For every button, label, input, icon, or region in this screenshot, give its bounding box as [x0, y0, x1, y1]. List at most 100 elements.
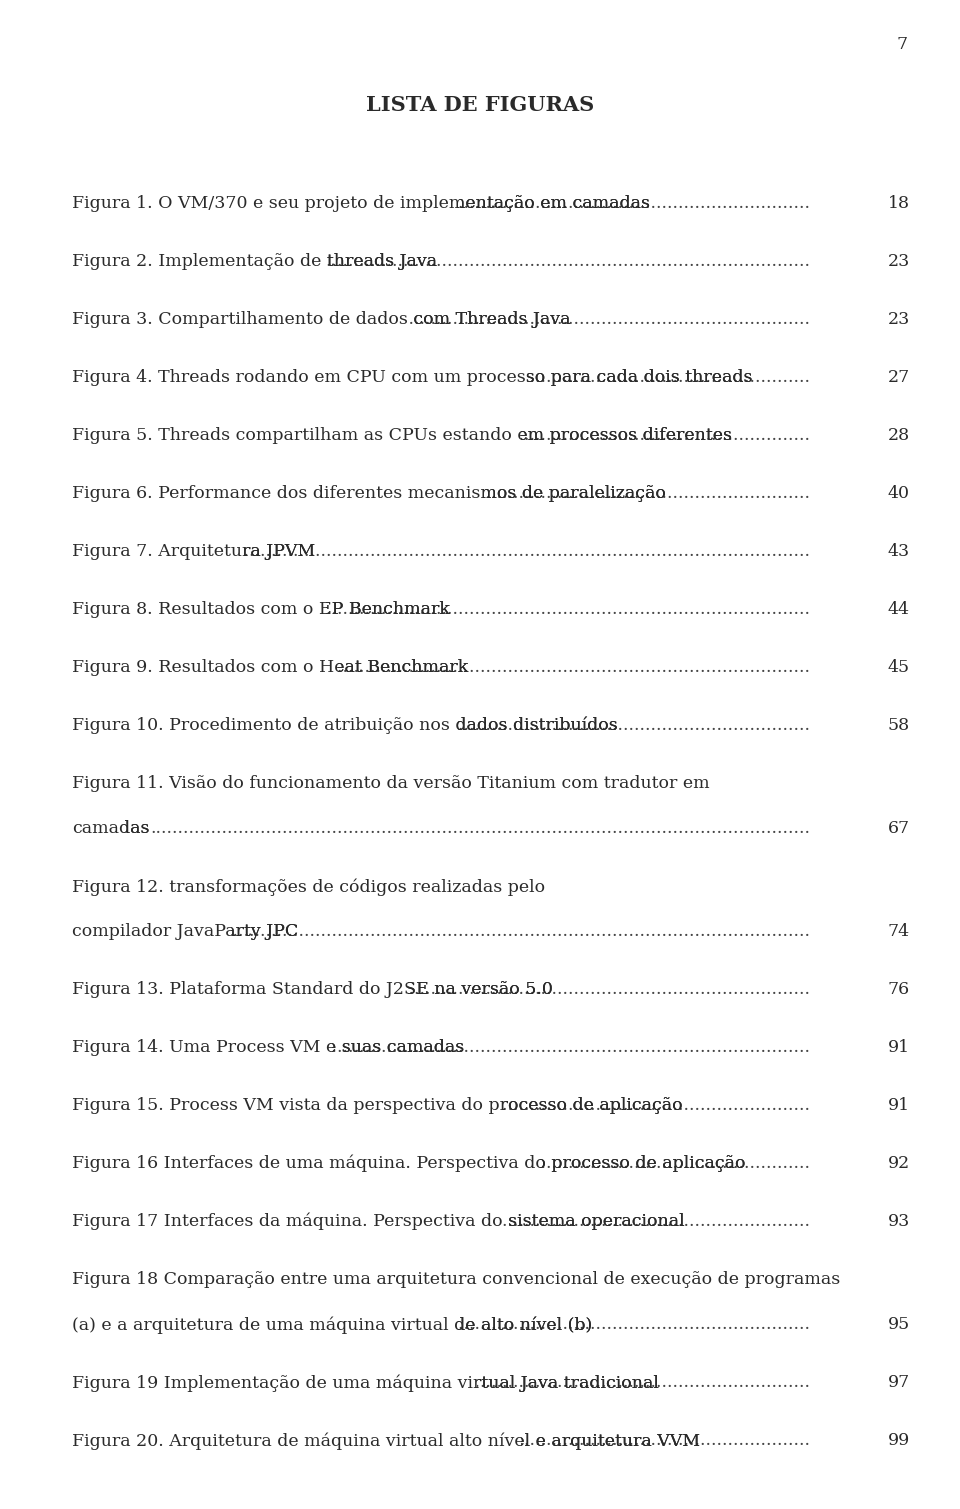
- Bar: [890, 1314, 942, 1337]
- Text: camadas: camadas: [72, 819, 150, 837]
- Bar: [890, 599, 942, 622]
- Bar: [890, 1037, 942, 1059]
- Text: 76: 76: [888, 981, 910, 997]
- Text: ................................................................................: ........................................…: [150, 543, 810, 560]
- Bar: [72, 483, 483, 506]
- Text: Figura 7. Arquitetura JPVM: Figura 7. Arquitetura JPVM: [72, 543, 315, 560]
- Text: ................................................................................: ........................................…: [150, 370, 810, 386]
- Bar: [72, 1212, 502, 1233]
- Bar: [72, 1372, 477, 1394]
- Text: Figura 8. Resultados com o EP Benchmark: Figura 8. Resultados com o EP Benchmark: [72, 601, 450, 619]
- Text: Figura 11. Visão do funcionamento da versão Titanium com tradutor em: Figura 11. Visão do funcionamento da ver…: [72, 776, 709, 792]
- Text: Figura 8. Resultados com o EP Benchmark: Figura 8. Resultados com o EP Benchmark: [72, 601, 450, 619]
- Text: 7: 7: [897, 36, 908, 53]
- Bar: [72, 1314, 458, 1337]
- Text: 27: 27: [888, 370, 910, 386]
- Bar: [890, 1096, 942, 1118]
- Text: ................................................................................: ........................................…: [150, 1316, 810, 1332]
- Text: ................................................................................: ........................................…: [150, 924, 810, 940]
- Text: Figura 14. Uma Process VM e suas camadas: Figura 14. Uma Process VM e suas camadas: [72, 1040, 465, 1056]
- Text: ................................................................................: ........................................…: [150, 1432, 810, 1449]
- Text: Figura 17 Interfaces da máquina. Perspectiva do sistema operacional: Figura 17 Interfaces da máquina. Perspec…: [72, 1213, 684, 1230]
- Text: Figura 18 Comparação entre uma arquitetura convencional de execução de programas: Figura 18 Comparação entre uma arquitetu…: [72, 1271, 840, 1289]
- Text: Figura 6. Performance dos diferentes mecanismos de paralelização: Figura 6. Performance dos diferentes mec…: [72, 484, 666, 502]
- Text: Figura 1. O VM/370 e seu projeto de implementação em camadas: Figura 1. O VM/370 e seu projeto de impl…: [72, 195, 650, 211]
- Text: Figura 12. transformações de códigos realizadas pelo: Figura 12. transformações de códigos rea…: [72, 878, 545, 895]
- Bar: [72, 1153, 540, 1176]
- Text: ................................................................................: ........................................…: [150, 1097, 810, 1114]
- Text: Figura 2. Implementação de threads Java: Figura 2. Implementação de threads Java: [72, 254, 437, 270]
- Bar: [72, 250, 325, 273]
- Bar: [72, 426, 521, 448]
- Text: ................................................................................: ........................................…: [150, 484, 810, 502]
- Text: 28: 28: [888, 427, 910, 444]
- Bar: [890, 193, 942, 216]
- Text: 92: 92: [888, 1154, 910, 1172]
- Bar: [890, 979, 942, 1002]
- Bar: [72, 599, 325, 622]
- Bar: [890, 1372, 942, 1394]
- Text: 18: 18: [888, 195, 910, 211]
- Text: ................................................................................: ........................................…: [150, 601, 810, 619]
- Text: 67: 67: [888, 819, 910, 837]
- Text: 58: 58: [888, 717, 910, 733]
- Text: ................................................................................: ........................................…: [150, 1375, 810, 1391]
- Text: Figura 20. Arquitetura de máquina virtual alto nível e arquitetura VVM: Figura 20. Arquitetura de máquina virtua…: [72, 1432, 700, 1450]
- Text: Figura 6. Performance dos diferentes mecanismos de paralelização: Figura 6. Performance dos diferentes mec…: [72, 484, 666, 502]
- Text: Figura 15. Process VM vista da perspectiva do processo de aplicação: Figura 15. Process VM vista da perspecti…: [72, 1097, 683, 1114]
- Text: (a) e a arquitetura de uma máquina virtual de alto nível (b): (a) e a arquitetura de uma máquina virtu…: [72, 1316, 592, 1334]
- Bar: [890, 367, 942, 389]
- Text: Figura 16 Interfaces de uma máquina. Perspectiva do processo de aplicação: Figura 16 Interfaces de uma máquina. Per…: [72, 1154, 746, 1172]
- Text: 23: 23: [888, 311, 910, 327]
- Bar: [72, 1037, 332, 1059]
- Text: Figura 15. Process VM vista da perspectiva do processo de aplicação: Figura 15. Process VM vista da perspecti…: [72, 1097, 683, 1114]
- Text: compilador JavaParty JPC: compilador JavaParty JPC: [72, 924, 299, 940]
- Text: Figura 19 Implementação de uma máquina virtual Java tradicional: Figura 19 Implementação de uma máquina v…: [72, 1375, 659, 1391]
- Text: Figura 10. Procedimento de atribuição nos dados distribuídos: Figura 10. Procedimento de atribuição no…: [72, 717, 617, 735]
- Bar: [890, 542, 942, 563]
- Text: 45: 45: [888, 659, 910, 676]
- Text: ................................................................................: ........................................…: [150, 427, 810, 444]
- Text: ................................................................................: ........................................…: [150, 819, 810, 837]
- Text: Figura 16 Interfaces de uma máquina. Perspectiva do processo de aplicação: Figura 16 Interfaces de uma máquina. Per…: [72, 1154, 746, 1172]
- Bar: [890, 483, 942, 506]
- Bar: [890, 426, 942, 448]
- Text: Figura 9. Resultados com o Heat Benchmark: Figura 9. Resultados com o Heat Benchmar…: [72, 659, 468, 676]
- Bar: [890, 1212, 942, 1233]
- Text: ................................................................................: ........................................…: [150, 717, 810, 733]
- Text: Figura 19 Implementação de uma máquina virtual Java tradicional: Figura 19 Implementação de uma máquina v…: [72, 1375, 659, 1391]
- Text: 95: 95: [888, 1316, 910, 1332]
- Bar: [72, 542, 244, 563]
- Text: LISTA DE FIGURAS: LISTA DE FIGURAS: [366, 95, 594, 115]
- Text: compilador JavaParty JPC: compilador JavaParty JPC: [72, 924, 299, 940]
- Bar: [72, 920, 231, 943]
- Text: ................................................................................: ........................................…: [150, 195, 810, 211]
- Text: ................................................................................: ........................................…: [150, 254, 810, 270]
- Text: Figura 1. O VM/370 e seu projeto de implementação em camadas: Figura 1. O VM/370 e seu projeto de impl…: [72, 195, 650, 211]
- Bar: [890, 656, 942, 679]
- Bar: [72, 193, 458, 216]
- Bar: [72, 367, 527, 389]
- Bar: [72, 1096, 502, 1118]
- Text: 91: 91: [888, 1040, 910, 1056]
- Text: Figura 13. Plataforma Standard do J2SE na versão 5.0: Figura 13. Plataforma Standard do J2SE n…: [72, 981, 553, 997]
- Text: Figura 7. Arquitetura JPVM: Figura 7. Arquitetura JPVM: [72, 543, 315, 560]
- Text: Figura 17 Interfaces da máquina. Perspectiva do sistema operacional: Figura 17 Interfaces da máquina. Perspec…: [72, 1213, 684, 1230]
- Bar: [72, 309, 408, 332]
- Text: ................................................................................: ........................................…: [150, 981, 810, 997]
- Bar: [72, 1431, 521, 1453]
- Bar: [890, 1431, 942, 1453]
- Text: 44: 44: [888, 601, 910, 619]
- Text: ................................................................................: ........................................…: [150, 1213, 810, 1230]
- Text: 97: 97: [888, 1375, 910, 1391]
- Text: ................................................................................: ........................................…: [150, 1154, 810, 1172]
- Text: Figura 3. Compartilhamento de dados com Threads Java: Figura 3. Compartilhamento de dados com …: [72, 311, 570, 327]
- Text: 91: 91: [888, 1097, 910, 1114]
- Text: camadas: camadas: [72, 819, 150, 837]
- Bar: [72, 656, 338, 679]
- Text: 43: 43: [888, 543, 910, 560]
- Text: Figura 5. Threads compartilham as CPUs estando em processos diferentes: Figura 5. Threads compartilham as CPUs e…: [72, 427, 732, 444]
- Text: Figura 2. Implementação de threads Java: Figura 2. Implementação de threads Java: [72, 254, 437, 270]
- Text: Figura 10. Procedimento de atribuição nos dados distribuídos: Figura 10. Procedimento de atribuição no…: [72, 717, 617, 735]
- Text: Figura 9. Resultados com o Heat Benchmark: Figura 9. Resultados com o Heat Benchmar…: [72, 659, 468, 676]
